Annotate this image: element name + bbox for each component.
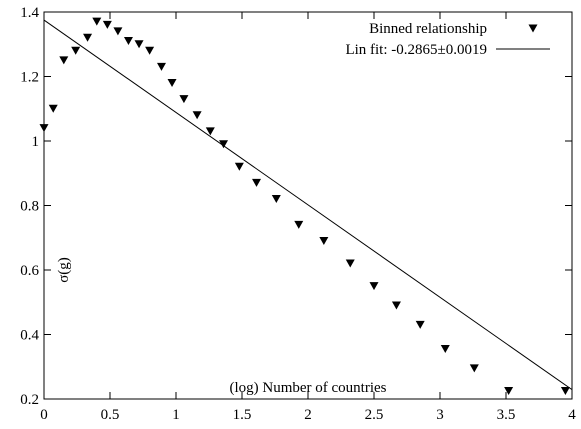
data-point — [113, 27, 123, 36]
data-point — [560, 386, 570, 395]
data-point — [252, 178, 262, 187]
data-point — [83, 33, 93, 42]
data-point — [156, 62, 166, 71]
data-point — [345, 259, 355, 268]
y-tick-label: 0.2 — [20, 392, 39, 408]
data-point — [234, 162, 244, 171]
binned-points — [39, 17, 570, 395]
lin-fit-line — [43, 19, 573, 391]
y-axis-label: σ(g) — [56, 257, 72, 283]
data-point — [39, 124, 49, 133]
data-point — [369, 282, 379, 291]
y-tick-label: 0.4 — [20, 328, 39, 344]
y-tick-label: 0.8 — [20, 199, 39, 215]
data-point — [59, 56, 69, 65]
data-point — [205, 127, 215, 136]
x-tick-label: 3 — [436, 407, 444, 423]
data-point — [71, 46, 81, 55]
y-tick-label: 1.2 — [20, 70, 39, 86]
y-tick-label: 1.4 — [20, 5, 39, 21]
x-tick-label: 0.5 — [101, 407, 120, 423]
data-point — [123, 37, 133, 46]
data-point — [504, 386, 514, 395]
data-point — [134, 40, 144, 49]
data-point — [48, 104, 58, 113]
legend: Binned relationship Lin fit: -0.2865±0.0… — [345, 21, 550, 58]
plot-frame — [43, 11, 573, 400]
data-point — [179, 95, 189, 104]
x-axis-label: (log) Number of countries — [229, 380, 386, 396]
x-tick-label: 0 — [40, 407, 48, 423]
data-point — [440, 345, 450, 354]
data-point — [391, 301, 401, 310]
data-point — [294, 220, 304, 229]
data-point — [145, 46, 155, 55]
legend-marker-triangle-icon — [528, 24, 538, 33]
y-tick-label: 0.6 — [20, 263, 39, 279]
axis-tick-labels: 0 0.5 1 1.5 2 2.5 3 3.5 4 0.2 0.4 0.6 0.8 1 1.2 1.4 — [20, 5, 576, 423]
data-point — [271, 195, 281, 204]
axis-ticks — [43, 11, 573, 400]
data-point — [319, 236, 329, 245]
legend-label-linfit: Lin fit: -0.2865±0.0019 — [345, 42, 487, 58]
data-point — [219, 140, 229, 149]
data-point — [415, 320, 425, 329]
x-tick-label: 4 — [568, 407, 576, 423]
data-point — [167, 78, 177, 87]
y-tick-label: 1 — [32, 134, 40, 150]
data-point — [469, 364, 479, 373]
data-point — [92, 17, 102, 26]
x-tick-label: 1 — [172, 407, 180, 423]
x-tick-label: 2.5 — [365, 407, 384, 423]
x-tick-label: 3.5 — [497, 407, 516, 423]
legend-label-binned: Binned relationship — [369, 21, 487, 37]
x-tick-label: 1.5 — [233, 407, 252, 423]
data-point — [192, 111, 202, 120]
x-tick-label: 2 — [304, 407, 312, 423]
data-point — [102, 20, 112, 29]
